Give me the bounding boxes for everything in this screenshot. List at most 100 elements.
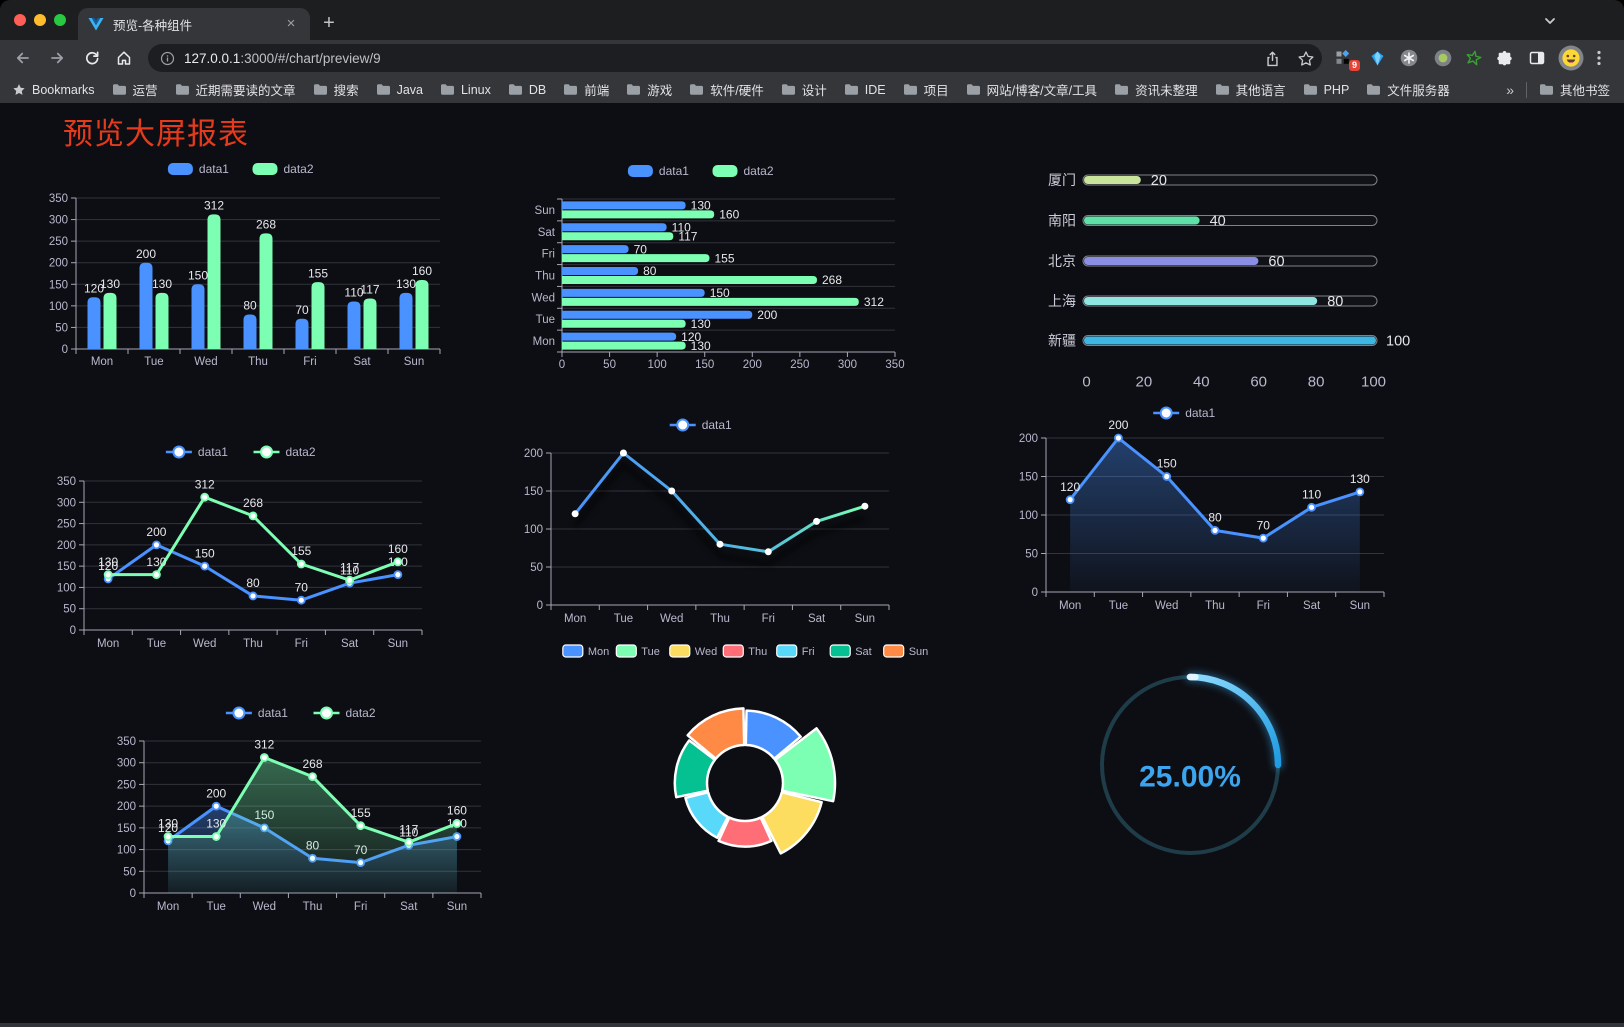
folder-icon [781,84,795,95]
extension-record-button[interactable] [1430,44,1456,72]
bookmark-folder[interactable]: IDE [844,83,886,97]
pie-slice-Sat[interactable] [673,739,717,799]
legend-item-data1[interactable]: data1 [225,706,288,720]
bookmarks-list: 运营 近期需要读的文章 搜索 Java Linux DB 前端 游戏 软件/硬件 [112,80,1450,99]
svg-text:150: 150 [195,546,215,560]
zoom-button[interactable] [54,14,66,26]
svg-text:120: 120 [98,559,118,573]
svg-text:Sun: Sun [1350,600,1370,612]
tab-overflow-chevron-icon[interactable] [1540,12,1560,32]
legend-item-Sat[interactable]: Sat [829,644,872,658]
svg-text:130: 130 [691,339,711,353]
svg-text:150: 150 [57,561,76,573]
svg-text:Sat: Sat [538,227,556,239]
legend-item-Fri[interactable]: Fri [776,644,815,658]
svg-text:Tue: Tue [1109,600,1128,612]
extension-snowflake-button[interactable] [1396,44,1422,72]
bookmark-folder[interactable]: DB [508,83,546,97]
svg-text:Mon: Mon [97,638,119,650]
extension-green-star-button[interactable] [1460,44,1486,72]
share-button[interactable] [1259,46,1285,72]
bookmark-folder[interactable]: 文件服务器 [1366,80,1450,99]
legend-item-data2[interactable]: data2 [253,445,316,459]
bookmark-folder[interactable]: PHP [1303,83,1349,97]
bookmark-folder[interactable]: Linux [440,83,491,97]
svg-text:250: 250 [49,236,68,248]
legend-item-data1[interactable]: data1 [669,418,732,432]
legend-item-data2[interactable]: data2 [313,706,376,720]
minimize-button[interactable] [34,14,46,26]
pie-slice-Wed[interactable] [760,790,823,855]
bookmarks-root-button[interactable]: Bookmarks [12,83,95,97]
svg-text:0: 0 [70,625,76,637]
record-circle-icon [1434,49,1452,67]
bookmark-folder[interactable]: 其他语言 [1215,80,1286,99]
svg-text:155: 155 [351,806,371,820]
pie-slice-Mon[interactable] [744,709,802,760]
svg-text:Mon: Mon [564,613,586,625]
reload-button[interactable] [78,44,106,72]
new-tab-button[interactable]: + [316,10,342,36]
svg-text:200: 200 [524,448,543,460]
folder-icon [508,84,522,95]
extension-gem-button[interactable] [1364,44,1390,72]
legend-item-data1[interactable]: data1 [1153,406,1216,420]
pie-slice-Tue[interactable] [773,727,837,803]
folder-icon [1539,84,1553,95]
svg-text:130: 130 [146,555,166,569]
bookmark-folder[interactable]: 设计 [781,80,827,99]
bookmark-folder[interactable]: Java [376,83,423,97]
svg-text:70: 70 [295,580,309,594]
legend-item-Mon[interactable]: Mon [562,644,609,658]
folder-icon [1303,84,1317,95]
bookmark-folder[interactable]: 搜索 [313,80,359,99]
back-button[interactable] [8,44,36,72]
forward-button[interactable] [44,44,72,72]
legend-item-Sun[interactable]: Sun [883,644,929,658]
site-info-icon[interactable] [160,51,175,66]
menu-button[interactable] [1589,44,1609,72]
side-panel-button[interactable] [1524,44,1550,72]
home-button[interactable] [110,44,138,72]
bookmark-star-button[interactable] [1293,46,1319,72]
svg-text:100: 100 [57,582,76,594]
other-bookmarks-button[interactable]: 其他书签 [1539,80,1610,99]
extensions-puzzle-button[interactable] [1491,44,1517,72]
svg-text:80: 80 [246,576,260,590]
bookmark-folder[interactable]: 游戏 [626,80,672,99]
bookmarks-overflow-button[interactable]: » [1506,81,1514,98]
bookmark-folder[interactable]: 网站/博客/文章/工具 [966,80,1097,99]
bookmark-folder[interactable]: 软件/硬件 [689,80,764,99]
legend-item-data1[interactable]: data1 [167,162,229,176]
legend-item-data1[interactable]: data1 [165,445,228,459]
bookmark-folder-label: 其他语言 [1235,84,1286,98]
browser-tab[interactable]: 预览-各种组件 × [78,8,310,40]
pie-slice-Fri[interactable] [684,790,730,839]
svg-text:data2: data2 [286,445,316,459]
legend-item-Thu[interactable]: Thu [722,644,767,658]
legend-item-Wed[interactable]: Wed [669,644,717,658]
legend-item-data2[interactable]: data2 [712,164,774,178]
bookmark-folder[interactable]: 项目 [903,80,949,99]
legend-item-data1[interactable]: data1 [627,164,689,178]
close-button[interactable] [14,14,26,26]
svg-text:130: 130 [206,817,226,831]
svg-text:Tue: Tue [536,314,555,326]
extension-grid-button[interactable]: 9 [1330,44,1360,72]
home-icon [117,51,131,65]
svg-text:70: 70 [295,303,309,317]
pie-slice-Sun[interactable] [686,707,746,760]
profile-avatar-button[interactable] [1556,44,1586,72]
pie-slice-Thu[interactable] [717,816,773,848]
bookmark-folder[interactable]: 前端 [563,80,609,99]
bookmark-folder[interactable]: 近期需要读的文章 [175,80,296,99]
svg-text:Tue: Tue [614,613,633,625]
line-two-series-svg: data1 data2 0 50 100 150 200 250 300 350 Mon Tue Wed… [57,445,423,650]
address-bar[interactable]: 127.0.0.1:3000/#/chart/preview/9 [148,44,1322,72]
legend-item-data2[interactable]: data2 [252,162,314,176]
tab-close-button[interactable]: × [282,15,300,33]
svg-text:130: 130 [152,277,172,291]
bookmark-folder[interactable]: 资讯未整理 [1114,80,1198,99]
bookmark-folder[interactable]: 运营 [112,80,158,99]
legend-item-Tue[interactable]: Tue [615,644,660,658]
